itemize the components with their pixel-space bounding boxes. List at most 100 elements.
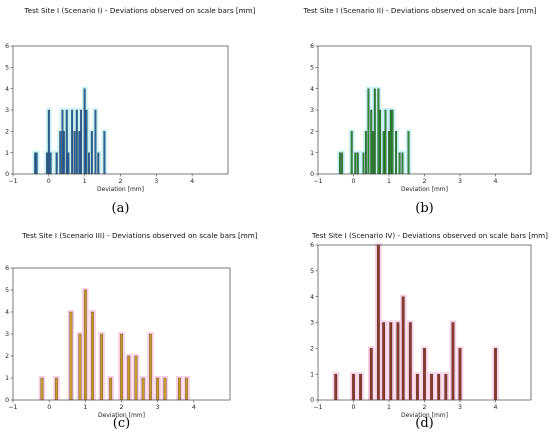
bar [494, 348, 497, 401]
bar [401, 296, 405, 401]
chart-title: Test Site I (Scenario II) - Deviations o… [302, 6, 536, 15]
bar [94, 109, 97, 175]
bar [134, 355, 138, 401]
bar [65, 109, 68, 175]
x-tick-label: −1 [313, 178, 322, 185]
bar [55, 152, 58, 175]
y-tick-label: 0 [310, 397, 314, 404]
chart-title: Test Site I (Scenario I) - Deviations ob… [24, 6, 256, 15]
bar [47, 109, 50, 175]
bar [35, 152, 38, 175]
bar [71, 109, 74, 175]
bar [100, 333, 103, 401]
x-tick-label: 1 [83, 404, 87, 411]
bar [356, 152, 359, 175]
bar [59, 131, 62, 175]
bar [359, 374, 362, 401]
bar [80, 109, 83, 175]
bar [451, 322, 455, 401]
bar [444, 374, 448, 401]
bar [83, 88, 86, 175]
y-tick-label: 3 [5, 107, 9, 114]
x-tick-label: 3 [458, 404, 462, 411]
bar [46, 152, 48, 175]
x-tick-label: 2 [120, 404, 124, 411]
chart-panel-0: Test Site I (Scenario I) - Deviations ob… [5, 6, 256, 216]
y-tick-label: 1 [5, 375, 9, 382]
bar [382, 131, 385, 175]
bar [163, 377, 167, 401]
bar [141, 377, 145, 401]
x-tick-label: −1 [313, 404, 322, 411]
y-tick-label: 5 [5, 287, 9, 294]
bar [376, 244, 380, 401]
bar [75, 109, 78, 175]
y-tick-label: 2 [5, 129, 9, 136]
y-tick-label: 0 [5, 397, 9, 404]
bar [379, 109, 382, 175]
bar [49, 152, 52, 175]
x-tick-label: 0 [47, 178, 51, 185]
x-tick-label: 4 [190, 178, 194, 185]
bar [88, 152, 90, 175]
bar [367, 88, 370, 175]
x-axis-label: Deviation [mm] [401, 186, 448, 193]
chart-title: Test Site I (Scenario III) - Deviations … [21, 231, 257, 240]
bar [396, 322, 400, 401]
y-tick-label: 4 [310, 86, 314, 93]
x-tick-label: 0 [352, 178, 356, 185]
bar [370, 109, 373, 175]
bar [362, 152, 365, 175]
bar [384, 109, 387, 175]
bar [437, 374, 441, 401]
chart-title: Test Site I (Scenario IV) - Deviations o… [311, 231, 548, 240]
bar [177, 377, 181, 401]
bar [388, 131, 390, 175]
y-tick-label: 6 [5, 43, 9, 50]
bar [334, 374, 338, 401]
panel-caption: (c) [113, 416, 130, 431]
bar [109, 377, 113, 401]
bar [350, 131, 353, 175]
bar [365, 131, 367, 175]
chart-panel-3: Test Site I (Scenario IV) - Deviations o… [310, 231, 548, 431]
x-tick-label: 0 [47, 404, 51, 411]
y-tick-label: 1 [310, 150, 314, 157]
bar [120, 333, 123, 401]
x-tick-label: 1 [387, 178, 391, 185]
bar [407, 131, 410, 175]
x-tick-label: 0 [352, 404, 356, 411]
y-tick-label: 1 [310, 371, 314, 378]
bar [382, 322, 386, 401]
bar [69, 311, 73, 401]
y-tick-label: 2 [310, 346, 314, 353]
bar [391, 109, 394, 175]
bar [55, 377, 58, 401]
x-tick-label: −1 [8, 178, 17, 185]
x-tick-label: 2 [119, 178, 123, 185]
bar [369, 348, 373, 401]
bar [103, 131, 106, 175]
bar [430, 374, 433, 401]
y-tick-label: 5 [310, 65, 314, 72]
panel-caption: (b) [415, 201, 433, 216]
y-tick-label: 2 [5, 353, 9, 360]
bar [156, 377, 160, 401]
bar [78, 131, 81, 175]
bar [97, 152, 100, 175]
x-tick-label: 3 [154, 178, 158, 185]
chart-panel-1: Test Site I (Scenario II) - Deviations o… [302, 6, 536, 216]
bar [423, 348, 426, 401]
y-tick-label: 4 [310, 294, 314, 301]
bar [354, 152, 357, 175]
bar [408, 322, 412, 401]
y-tick-label: 6 [310, 43, 314, 50]
bar [341, 152, 344, 175]
x-tick-label: 1 [83, 178, 87, 185]
bar [389, 322, 393, 401]
y-tick-label: 6 [310, 242, 314, 249]
x-tick-label: 1 [387, 404, 391, 411]
y-tick-label: 4 [5, 86, 9, 93]
bar [373, 88, 376, 175]
